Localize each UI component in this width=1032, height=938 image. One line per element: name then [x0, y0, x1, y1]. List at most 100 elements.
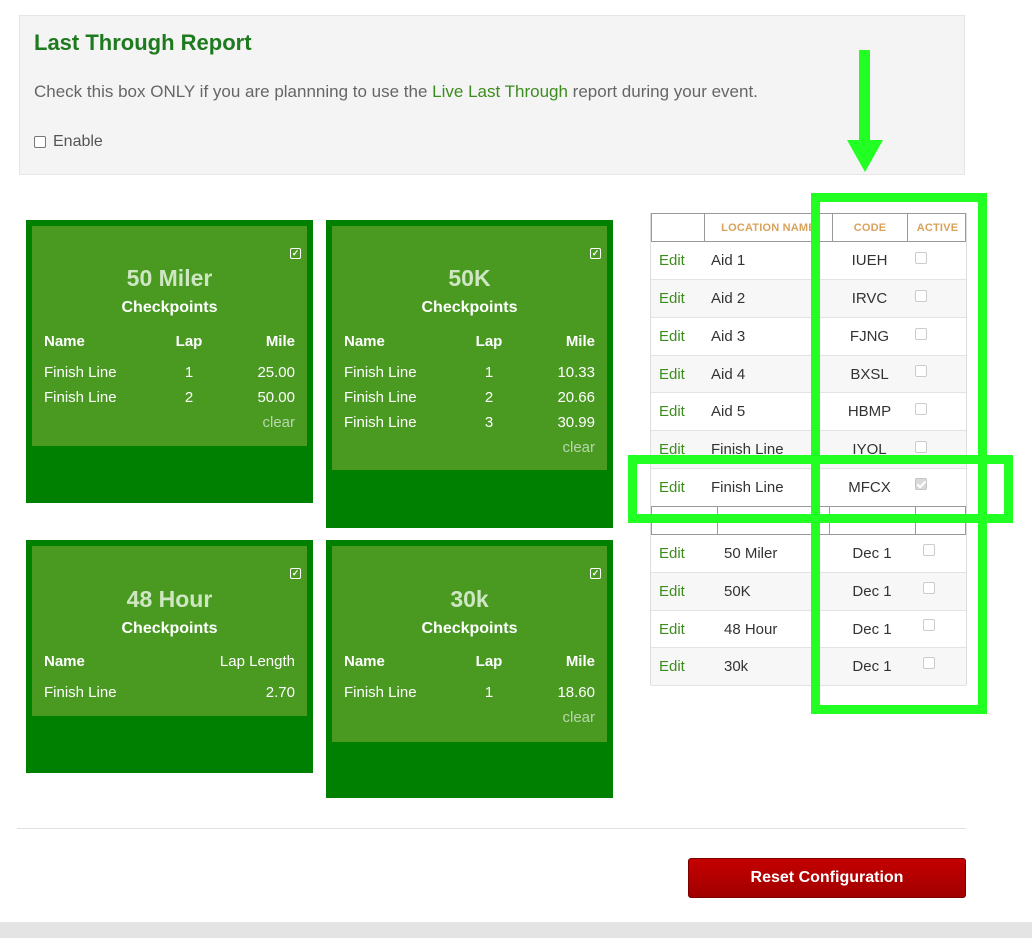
- location-code: HBMP: [847, 403, 892, 420]
- active-checkbox[interactable]: [915, 441, 927, 453]
- race-card-50-miler: ✓ 50 Miler Checkpoints Name Lap Mile Finis…: [26, 220, 313, 503]
- location-code: BXSL: [850, 365, 889, 383]
- location-code: IYOL: [852, 441, 887, 458]
- active-checkbox[interactable]: [915, 252, 927, 264]
- checkbox-icon[interactable]: ✓: [290, 568, 301, 579]
- table-row: Edit 50 Miler Dec 1: [651, 535, 966, 573]
- active-checkbox[interactable]: [923, 582, 935, 594]
- location-code: IUEH: [851, 252, 888, 269]
- events-table-header: [651, 506, 966, 535]
- active-checkbox[interactable]: [915, 365, 927, 377]
- col-location-name: LOCATION NAME: [705, 214, 833, 241]
- event-name: 50 Miler: [724, 545, 778, 562]
- reset-configuration-button[interactable]: Reset Configuration: [688, 858, 966, 898]
- enable-checkbox[interactable]: Enable: [34, 133, 103, 151]
- edit-link[interactable]: Edit: [659, 545, 685, 562]
- location-name: Aid 1: [711, 252, 746, 269]
- active-checkbox[interactable]: [915, 403, 927, 415]
- race-card-48-hour: ✓ 48 Hour Checkpoints Name Lap Length Fin…: [26, 540, 313, 773]
- edit-link[interactable]: Edit: [659, 658, 685, 675]
- table-row: Edit Aid 3 FJNG: [651, 318, 966, 356]
- event-name: 48 Hour: [724, 620, 778, 638]
- last-through-description: Check this box ONLY if you are plannning…: [34, 82, 758, 101]
- enable-checkbox-box[interactable]: [34, 136, 46, 148]
- edit-link[interactable]: Edit: [659, 290, 685, 307]
- location-code: FJNG: [849, 328, 890, 345]
- edit-link[interactable]: Edit: [659, 479, 685, 496]
- event-date: Dec 1: [852, 545, 892, 562]
- col-active: ACTIVE: [916, 221, 959, 234]
- event-date: Dec 1: [852, 658, 892, 675]
- checkpoints-heading: Checkpoints: [421, 620, 518, 637]
- table-row: Edit Aid 2 IRVC: [651, 280, 966, 318]
- checkbox-icon[interactable]: ✓: [290, 248, 301, 259]
- checkpoint-row: Finish Line 1 18.60: [344, 684, 595, 701]
- table-row: Edit Finish Line MFCX: [651, 469, 966, 507]
- table-row: Edit 48 Hour Dec 1: [651, 611, 966, 648]
- location-name: Aid 3: [711, 328, 746, 345]
- location-name: Aid 5: [711, 403, 746, 420]
- location-name: Finish Line: [711, 479, 784, 496]
- checkpoint-header: Name Lap Mile: [344, 333, 595, 350]
- edit-link[interactable]: Edit: [659, 441, 685, 458]
- active-checkbox-checked[interactable]: [915, 478, 927, 490]
- active-checkbox[interactable]: [923, 657, 935, 669]
- table-row: Edit Finish Line IYOL: [651, 431, 966, 469]
- edit-link[interactable]: Edit: [659, 252, 685, 269]
- active-checkbox[interactable]: [915, 290, 927, 302]
- checkpoint-header: Name Lap Mile: [44, 333, 295, 350]
- event-name: 30k: [724, 658, 749, 675]
- race-name: 50 Miler: [126, 265, 213, 291]
- clear-link[interactable]: clear: [262, 414, 295, 431]
- event-date: Dec 1: [852, 620, 892, 638]
- active-checkbox[interactable]: [915, 328, 927, 340]
- edit-link[interactable]: Edit: [659, 620, 685, 638]
- edit-link[interactable]: Edit: [659, 328, 685, 345]
- edit-link[interactable]: Edit: [659, 583, 685, 600]
- event-date: Dec 1: [852, 583, 892, 600]
- checkpoints-heading: Checkpoints: [421, 299, 518, 316]
- active-checkbox[interactable]: [923, 619, 935, 631]
- live-last-through-link[interactable]: Live Last Through: [432, 82, 568, 101]
- section-divider: [17, 828, 966, 829]
- edit-link[interactable]: Edit: [659, 403, 685, 420]
- table-row: Edit Aid 4 BXSL: [651, 356, 966, 393]
- col-code: CODE: [833, 214, 908, 241]
- race-name: 30k: [450, 586, 489, 612]
- checkbox-icon[interactable]: ✓: [590, 248, 601, 259]
- location-code: MFCX: [848, 479, 891, 496]
- checkpoints-heading: Checkpoints: [121, 299, 218, 316]
- enable-label: Enable: [53, 133, 103, 150]
- checkpoint-row: Finish Line 2 20.66: [344, 389, 595, 406]
- checkpoint-row: Finish Line 1 25.00: [44, 364, 295, 381]
- location-code: IRVC: [851, 290, 888, 307]
- race-card-30k: ✓ 30k Checkpoints Name Lap Mile Finish Lin…: [326, 540, 613, 798]
- locations-table-header: LOCATION NAME CODE ACTIVE: [651, 213, 966, 242]
- checkbox-icon[interactable]: ✓: [590, 568, 601, 579]
- race-name: 48 Hour: [126, 586, 213, 612]
- clear-link[interactable]: clear: [562, 439, 595, 456]
- footer-bar: [0, 922, 1032, 938]
- clear-link[interactable]: clear: [562, 709, 595, 726]
- table-row: Edit Aid 1 IUEH: [651, 242, 966, 280]
- table-row: Edit Aid 5 HBMP: [651, 393, 966, 431]
- checkpoint-header: Name Lap Length: [44, 653, 295, 670]
- location-name: Aid 2: [711, 290, 746, 307]
- last-through-panel: Last Through Report Check this box ONLY …: [19, 15, 965, 175]
- location-name: Finish Line: [711, 441, 784, 458]
- checkpoint-row: Finish Line 2.70: [44, 684, 295, 701]
- active-checkbox[interactable]: [923, 544, 935, 556]
- checkpoint-row: Finish Line 3 30.99: [344, 414, 595, 431]
- checkpoints-heading: Checkpoints: [121, 620, 218, 637]
- table-row: Edit 50K Dec 1: [651, 573, 966, 611]
- checkpoint-header: Name Lap Mile: [344, 653, 595, 670]
- last-through-title: Last Through Report: [34, 30, 252, 55]
- event-name: 50K: [724, 583, 751, 600]
- locations-table: LOCATION NAME CODE ACTIVE Edit Aid 1 IUE…: [650, 213, 967, 686]
- checkpoint-row: Finish Line 1 10.33: [344, 364, 595, 381]
- race-name: 50K: [448, 265, 491, 291]
- location-name: Aid 4: [711, 365, 746, 383]
- edit-link[interactable]: Edit: [659, 365, 685, 383]
- table-row: Edit 30k Dec 1: [651, 648, 966, 686]
- checkpoint-row: Finish Line 2 50.00: [44, 389, 295, 406]
